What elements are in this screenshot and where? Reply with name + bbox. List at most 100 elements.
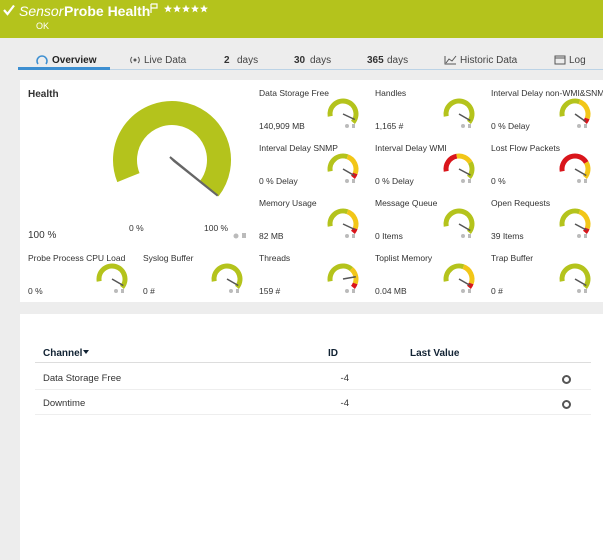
gauge-name: Message Queue (375, 198, 438, 208)
gauge-arc (466, 161, 475, 179)
tab-line (18, 69, 603, 70)
gauge-value: 1,165 # (375, 121, 404, 131)
gauge-name: Syslog Buffer (143, 253, 194, 263)
column-header[interactable]: Last Value (410, 348, 460, 359)
gauge-value: 0 Items (375, 231, 403, 241)
tab-unit[interactable]: days (387, 55, 409, 66)
gauge-alarm (582, 117, 590, 124)
gauge-warn (346, 209, 359, 230)
gauge-alarm (350, 282, 358, 289)
gauge-warn (578, 99, 591, 120)
gauge-name: Handles (375, 88, 407, 98)
gauge-arc (443, 208, 475, 234)
live-icon (130, 56, 140, 64)
gauge-arc (559, 263, 591, 289)
channel-settings-icon[interactable] (562, 399, 571, 409)
gauge-name: Trap Buffer (491, 253, 534, 263)
gauge-needle (342, 168, 355, 177)
health-pin-icon (242, 233, 246, 238)
tab-unit[interactable]: days (237, 55, 259, 66)
overview-icon (36, 55, 48, 65)
sort-arrow[interactable] (83, 350, 89, 354)
gauge-arc (211, 263, 243, 289)
gauge-arc (96, 263, 128, 289)
gauge-settings-icon (345, 124, 349, 128)
gauge-name: Memory Usage (259, 198, 317, 208)
gauge-needle (342, 223, 356, 231)
gauge-pin-icon (236, 289, 239, 293)
status: OK (36, 21, 50, 31)
gauge-settings-icon (577, 234, 581, 238)
gauge-name: Lost Flow Packets (491, 143, 560, 153)
channel-settings-icon[interactable] (562, 375, 571, 384)
gauge-arc (559, 98, 581, 117)
sensor-prefix: Sensor (19, 3, 64, 19)
gauge-pin-icon (121, 289, 124, 293)
gauge-needle (458, 278, 471, 287)
star (164, 4, 172, 13)
tab[interactable]: Log (569, 55, 586, 66)
gauge-warn (462, 264, 475, 285)
gauge-needle (574, 113, 587, 123)
tab[interactable]: Historic Data (460, 55, 518, 66)
star (200, 4, 208, 13)
gauge-value: 39 Items (491, 231, 524, 241)
column-header[interactable]: Channel (43, 348, 83, 359)
channel-name[interactable]: Data Storage Free (43, 373, 122, 384)
gauge-settings-icon (577, 124, 581, 128)
gauge-settings-icon (345, 179, 349, 183)
gauge-pin-icon (584, 289, 587, 293)
gauge-warn (582, 161, 591, 179)
tab-number[interactable]: 30 (294, 55, 306, 66)
gauge-arc (327, 98, 359, 124)
tab-number[interactable]: 365 (367, 55, 384, 66)
gauge-alarm (350, 227, 358, 234)
health-label: Health (28, 89, 59, 100)
gauge-settings-icon (577, 289, 581, 293)
channel-name[interactable]: Downtime (43, 397, 86, 409)
gauge-warn (349, 267, 359, 285)
gauge-needle (574, 168, 587, 177)
gauge-pin-icon (584, 234, 587, 238)
gauge-alarm (443, 153, 458, 172)
gauge-value: 0 % Delay (259, 176, 298, 186)
gauge-value: 82 MB (259, 231, 284, 241)
gauge-needle (226, 278, 239, 287)
flag-and-stars[interactable] (150, 3, 212, 15)
star (173, 4, 181, 13)
gauge-warn (456, 153, 473, 164)
gauge-graphics (96, 98, 591, 293)
health-value: 100 % (28, 230, 57, 241)
gauge-arc (559, 208, 581, 227)
check-icon (3, 4, 15, 16)
gauge-needle (574, 223, 587, 231)
gauge-value: 140,909 MB (259, 121, 305, 131)
gauge-pin-icon (352, 179, 355, 183)
channel-id: -4 (340, 373, 349, 384)
gauge-value: 159 # (259, 286, 281, 296)
gauge-arc (327, 153, 349, 172)
gauge-settings-icon (114, 289, 118, 293)
historic-icon (444, 55, 457, 65)
column-header[interactable]: ID (328, 348, 338, 359)
gauge-alarm (559, 153, 589, 172)
health-min: 0 % (129, 223, 144, 233)
gauge-name: Threads (259, 253, 291, 263)
health-settings-icon (233, 233, 239, 239)
gauge-settings-icon (461, 179, 465, 183)
gauge-pin-icon (468, 289, 471, 293)
gauge-needle (111, 278, 124, 287)
health-arc (113, 101, 231, 197)
gauge-needle (342, 113, 356, 121)
active-tab-underline (18, 67, 110, 70)
tab-number[interactable]: 2 (224, 55, 230, 66)
gauge-name: Interval Delay SNMP (259, 143, 338, 153)
tab[interactable]: Overview (52, 55, 97, 66)
tab-unit[interactable]: days (310, 55, 332, 66)
gauge-arc (327, 208, 349, 227)
gauge-needle (458, 223, 471, 232)
log-icon (554, 55, 566, 65)
gauge-arc (443, 263, 465, 282)
tab[interactable]: Live Data (144, 55, 187, 66)
